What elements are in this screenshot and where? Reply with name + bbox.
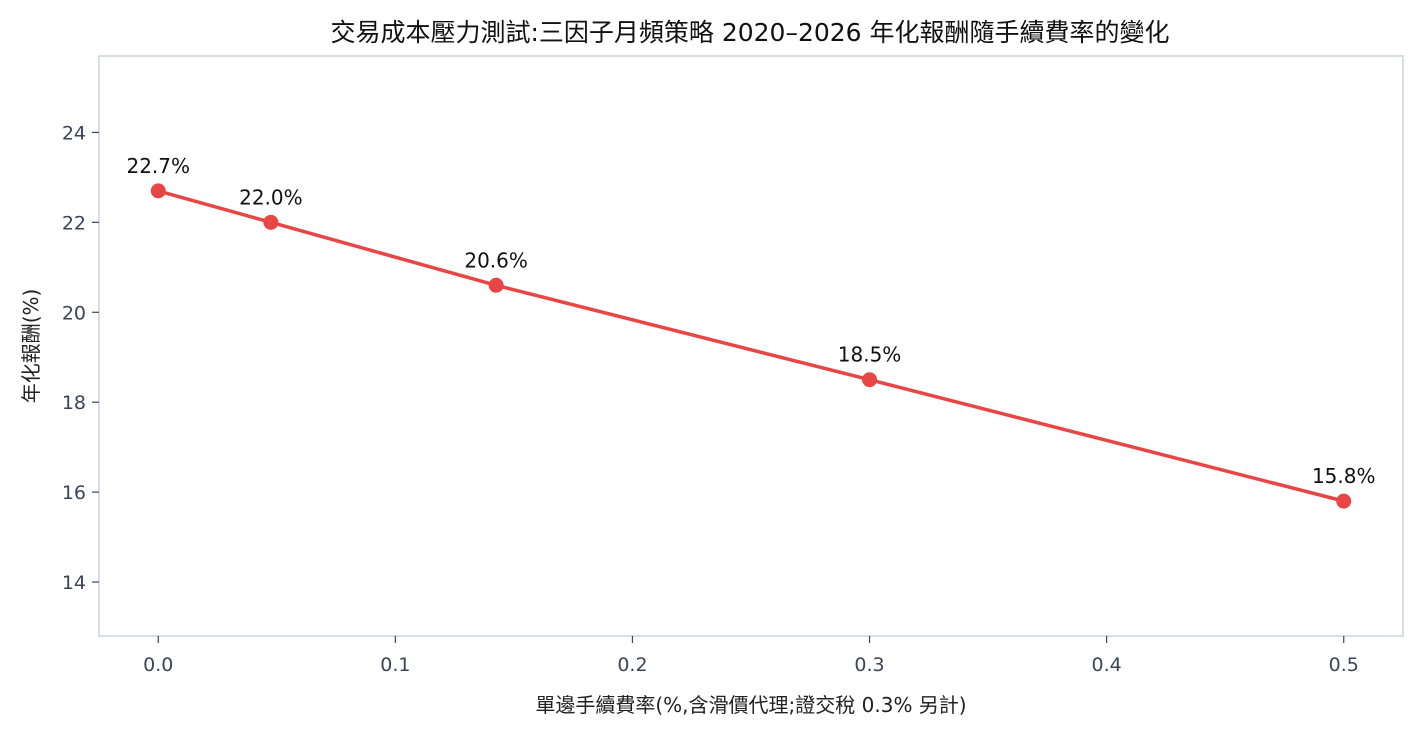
- x-axis-label: 單邊手續費率(%,含滑價代理;證交稅 0.3% 另計): [535, 693, 966, 717]
- y-tick-label: 24: [62, 122, 86, 144]
- chart-title: 交易成本壓力測試:三因子月頻策略 2020–2026 年化報酬隨手續費率的變化: [330, 18, 1169, 47]
- series-line: [156, 189, 1346, 503]
- x-tick-label: 0.2: [617, 654, 647, 676]
- data-point: [263, 214, 279, 230]
- y-axis: 14 16 18 20 22 24: [62, 122, 99, 594]
- data-label: 20.6%: [464, 248, 528, 272]
- x-tick-label: 0.4: [1092, 654, 1122, 676]
- y-tick-label: 18: [62, 392, 86, 414]
- y-tick-label: 22: [62, 212, 86, 234]
- data-label: 22.7%: [126, 154, 190, 178]
- x-tick-label: 0.5: [1329, 654, 1359, 676]
- data-point: [150, 183, 166, 199]
- x-axis: 0.0 0.1 0.2 0.3 0.4 0.5: [143, 636, 1359, 676]
- data-label: 15.8%: [1312, 464, 1376, 488]
- y-tick-label: 14: [62, 572, 86, 594]
- data-label: 22.0%: [239, 185, 303, 209]
- data-point: [488, 277, 504, 293]
- series-layer: 22.7% 22.0% 20.6% 18.5% 15.8%: [126, 154, 1376, 509]
- x-tick-label: 0.1: [380, 654, 410, 676]
- data-label: 18.5%: [838, 343, 902, 367]
- data-point: [1336, 493, 1352, 509]
- y-tick-label: 16: [62, 482, 86, 504]
- x-tick-label: 0.0: [143, 654, 173, 676]
- data-point: [862, 372, 878, 388]
- x-tick-label: 0.3: [854, 654, 884, 676]
- y-tick-label: 20: [62, 302, 86, 324]
- plot-frame: [98, 55, 1404, 637]
- y-axis-label: 年化報酬(%): [19, 289, 43, 404]
